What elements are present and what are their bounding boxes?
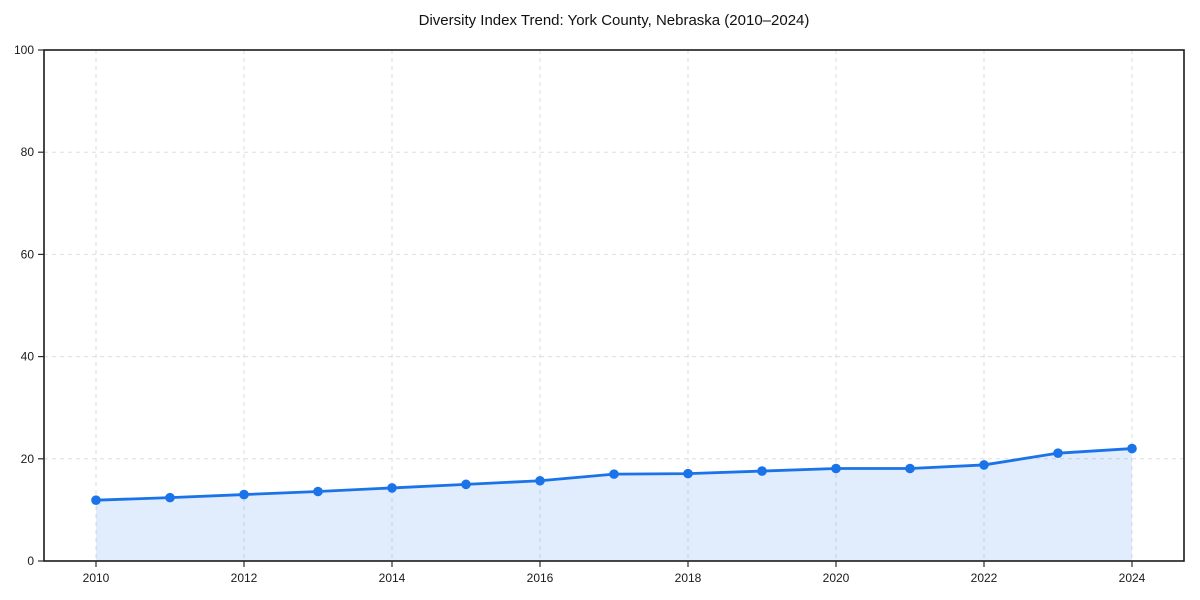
plot-border bbox=[43, 49, 1185, 562]
area-fill bbox=[96, 448, 1132, 561]
y-tick-label: 80 bbox=[21, 145, 35, 159]
data-point-2014 bbox=[387, 483, 397, 493]
x-tick-label: 2018 bbox=[675, 571, 702, 585]
data-point-2018 bbox=[683, 468, 693, 479]
data-point-2024 bbox=[1127, 443, 1137, 454]
data-point-2013 bbox=[313, 486, 323, 497]
data-point-2016 bbox=[535, 475, 545, 486]
y-tick-label: 40 bbox=[21, 350, 35, 364]
y-tick-label: 60 bbox=[21, 247, 35, 261]
data-point-2022 bbox=[979, 460, 989, 470]
data-point-2010 bbox=[91, 495, 101, 505]
data-point-2021 bbox=[905, 463, 915, 474]
x-tick-label: 2016 bbox=[527, 571, 554, 585]
data-point-2011 bbox=[165, 492, 175, 503]
x-tick-label: 2024 bbox=[1119, 571, 1146, 585]
x-tick-label: 2012 bbox=[231, 571, 258, 585]
data-point-2017 bbox=[609, 469, 619, 479]
data-point-2015 bbox=[461, 479, 471, 490]
x-tick-label: 2022 bbox=[971, 571, 998, 585]
y-tick-label: 0 bbox=[27, 554, 34, 568]
data-point-2023 bbox=[1053, 448, 1063, 458]
data-point-2019 bbox=[757, 466, 767, 476]
chart-title: Diversity Index Trend: York County, Nebr… bbox=[418, 12, 810, 29]
y-tick-label: 20 bbox=[21, 452, 35, 466]
x-tick-label: 2014 bbox=[379, 571, 406, 585]
x-tick-label: 2010 bbox=[83, 571, 110, 585]
data-point-2020 bbox=[831, 463, 841, 474]
y-tick-label: 100 bbox=[14, 43, 34, 57]
x-tick-label: 2020 bbox=[823, 571, 850, 585]
data-point-2012 bbox=[239, 489, 249, 500]
